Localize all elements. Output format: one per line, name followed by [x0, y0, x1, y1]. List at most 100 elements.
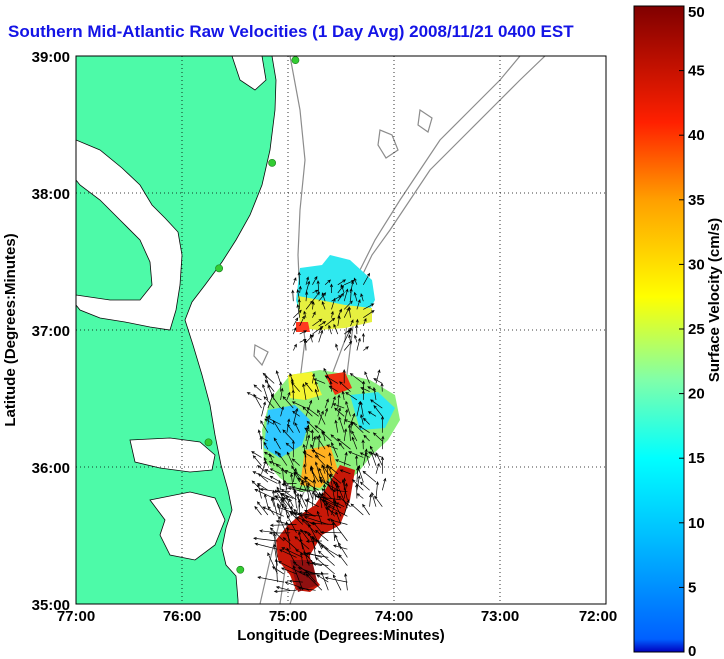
velocity-arrow [254, 489, 278, 501]
velocity-arrow [331, 396, 336, 409]
velocity-arrow [251, 480, 262, 491]
velocity-arrow [291, 486, 316, 493]
velocity-arrow [375, 462, 380, 474]
velocity-arrow [337, 279, 347, 286]
velocity-arrow [246, 392, 262, 401]
y-tick-label: 36:00 [32, 460, 70, 477]
velocity-arrow [328, 452, 332, 466]
velocity-arrow [333, 323, 339, 335]
velocity-arrow [330, 434, 339, 442]
velocity-arrow [312, 435, 317, 450]
velocity-arrow [306, 483, 319, 491]
velocity-arrow [289, 372, 294, 384]
velocity-arrow [312, 311, 316, 318]
velocity-arrow [269, 453, 275, 466]
velocity-arrow [345, 400, 351, 417]
velocity-arrow [328, 324, 332, 335]
velocity-arrow [370, 491, 377, 507]
velocity-arrow [310, 521, 335, 526]
velocity-arrow [280, 387, 284, 400]
velocity-arrow [262, 506, 284, 517]
velocity-arrow [330, 310, 334, 318]
velocity-arrow [303, 463, 307, 474]
velocity-arrow [291, 289, 295, 302]
velocity-arrow [329, 283, 334, 293]
velocity-arrow [336, 484, 348, 509]
velocity-arrow [363, 310, 375, 318]
velocity-arrow [370, 399, 383, 409]
station-markers [204, 56, 300, 574]
velocity-arrow [360, 387, 370, 392]
velocity-arrow [337, 308, 342, 318]
velocity-arrow [314, 425, 326, 433]
velocity-arrow [351, 430, 358, 442]
x-axis: 77:00 76:00 75:00 74:00 73:00 72:00 Long… [57, 608, 617, 644]
velocity-arrow [282, 537, 297, 550]
velocity-arrow [318, 410, 324, 425]
velocity-arrow [362, 417, 370, 425]
velocity-arrow [355, 318, 359, 326]
velocity-arrow [280, 488, 297, 501]
velocity-arrow [326, 518, 348, 525]
velocity-arrow [314, 461, 323, 484]
velocity-arrow [311, 490, 315, 507]
x-tick-label: 73:00 [481, 608, 519, 625]
velocity-arrow [324, 398, 329, 409]
station-marker [236, 565, 245, 574]
velocity-arrow [278, 515, 291, 542]
velocity-arrow [277, 452, 288, 466]
x-tick-label: 77:00 [57, 608, 95, 625]
velocity-arrow [337, 315, 341, 326]
velocity-arrow [329, 473, 342, 484]
velocity-arrow [294, 470, 310, 484]
velocity-arrow [262, 372, 275, 384]
colorbar-tick-label: 30 [688, 256, 705, 273]
velocity-arrow [330, 518, 348, 542]
velocity-arrow [293, 490, 304, 509]
velocity-arrow [314, 380, 320, 392]
velocity-arrow [314, 529, 329, 542]
velocity-arrow [270, 394, 281, 409]
velocity-arrow [373, 404, 383, 417]
velocity-arrow [274, 495, 291, 501]
velocity-arrow [324, 375, 338, 384]
velocity-arrow [321, 488, 332, 499]
velocity-arrow [359, 452, 370, 458]
velocity-arrow [381, 477, 387, 491]
velocity-arrow [373, 378, 383, 384]
velocity-arrow [305, 539, 322, 543]
velocity-arrow [335, 502, 345, 508]
velocity-arrow [343, 498, 350, 516]
velocity-vectors [246, 271, 387, 594]
velocity-arrow [291, 381, 300, 392]
velocity-arrow [305, 434, 311, 450]
velocity-arrow [322, 465, 335, 484]
velocity-arrow [353, 291, 358, 302]
velocity-arrow [324, 576, 348, 583]
velocity-arrow [298, 570, 322, 575]
velocity-arrow [318, 326, 322, 335]
velocity-arrow [313, 378, 326, 384]
velocity-arrow [324, 407, 329, 417]
velocity-arrow [315, 539, 335, 558]
velocity-arrow [354, 334, 358, 343]
velocity-arrow [288, 579, 303, 583]
velocity-arrow [302, 406, 313, 417]
velocity-arrow [269, 523, 297, 527]
pamlico-sound [149, 491, 226, 561]
velocity-arrow [304, 530, 316, 542]
velocity-arrow [356, 337, 361, 351]
velocity-arrow [362, 470, 377, 483]
velocity-arrow [314, 454, 326, 466]
velocity-arrow [317, 409, 326, 425]
velocity-arrow [361, 332, 365, 343]
velocity-arrow [320, 431, 332, 442]
velocity-arrow [311, 301, 315, 310]
velocity-arrow [341, 390, 345, 400]
velocity-arrow [361, 439, 365, 450]
colorbar-tick-label: 50 [688, 4, 705, 21]
velocity-arrow [299, 315, 305, 327]
velocity-arrow [312, 276, 318, 285]
velocity-arrow [357, 465, 364, 483]
velocity-arrow [318, 467, 326, 483]
